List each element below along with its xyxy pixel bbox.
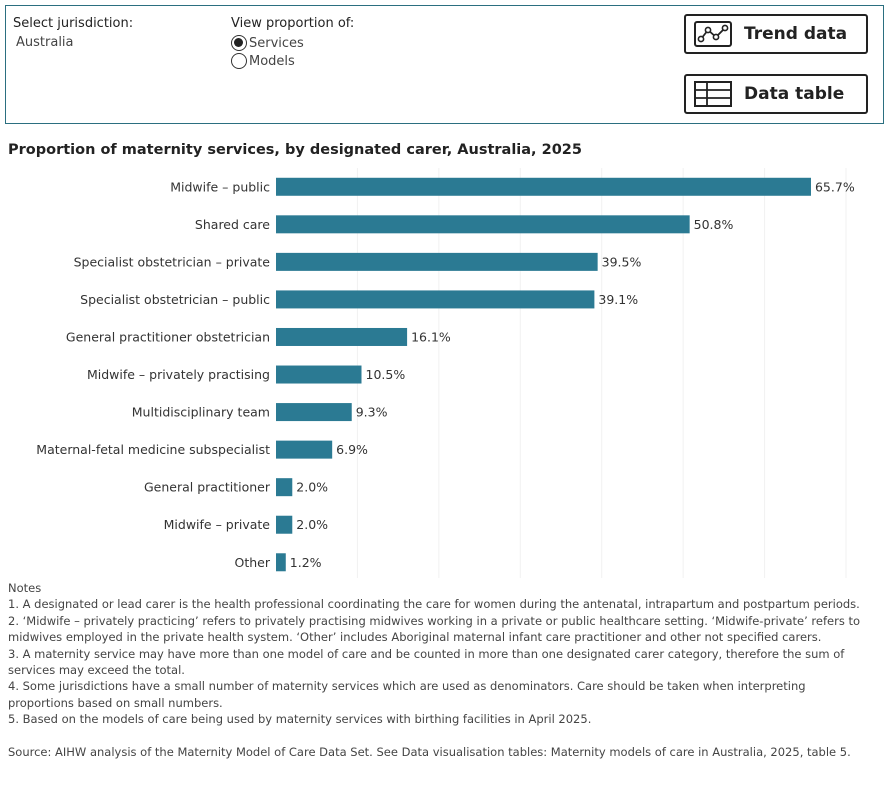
note-4: 4. Some jurisdictions have a small numbe… xyxy=(8,679,806,710)
category-label: Specialist obstetrician – private xyxy=(74,254,271,269)
bar[interactable] xyxy=(276,365,362,384)
value-label: 16.1% xyxy=(411,329,451,344)
bar[interactable] xyxy=(276,553,286,572)
value-label: 65.7% xyxy=(815,179,855,194)
category-label: Maternal-fetal medicine subspecialist xyxy=(36,442,270,457)
radio-services-label: Services xyxy=(249,35,304,51)
line-chart-icon xyxy=(694,21,732,47)
value-label: 2.0% xyxy=(296,480,328,495)
bar[interactable] xyxy=(276,440,333,459)
bar[interactable] xyxy=(276,403,352,422)
bar[interactable] xyxy=(276,290,595,309)
view-proportion-label: View proportion of: xyxy=(231,16,355,31)
radio-models-label: Models xyxy=(249,53,295,69)
notes-section: Notes 1. A designated or lead carer is t… xyxy=(8,580,868,728)
category-label: Midwife – privately practising xyxy=(87,367,270,382)
bar-chart: Midwife – public 65.7% Shared care 50.8% Spe… xyxy=(36,168,855,578)
jurisdiction-select[interactable]: Australia xyxy=(16,35,74,50)
bar[interactable] xyxy=(276,478,293,497)
category-label: Multidisciplinary team xyxy=(132,405,270,420)
value-label: 39.5% xyxy=(602,254,642,269)
value-label: 9.3% xyxy=(356,405,388,420)
bar[interactable] xyxy=(276,215,690,234)
value-label: 10.5% xyxy=(366,367,406,382)
radio-services-button[interactable] xyxy=(231,35,247,51)
value-label: 1.2% xyxy=(290,555,322,570)
chart-title: Proportion of maternity services, by des… xyxy=(8,142,582,158)
bar[interactable] xyxy=(276,515,293,534)
category-label: Midwife – private xyxy=(164,517,271,532)
value-label: 2.0% xyxy=(296,517,328,532)
category-label: Shared care xyxy=(195,217,270,232)
table-icon xyxy=(694,81,732,107)
jurisdiction-label: Select jurisdiction: xyxy=(13,16,134,31)
bar[interactable] xyxy=(276,177,811,196)
category-label: Other xyxy=(235,555,271,570)
radio-services[interactable]: Services xyxy=(231,34,304,52)
radio-models-button[interactable] xyxy=(231,53,247,69)
value-label: 50.8% xyxy=(694,217,734,232)
note-2: 2. ‘Midwife – privately practicing’ refe… xyxy=(8,613,861,645)
value-label: 6.9% xyxy=(336,442,368,457)
trend-data-label: Trend data xyxy=(744,24,848,44)
radio-models[interactable]: Models xyxy=(231,52,295,70)
category-label: General practitioner xyxy=(144,480,271,495)
value-label: 39.1% xyxy=(598,292,638,307)
filter-panel: Select jurisdiction: Australia View prop… xyxy=(5,5,884,124)
note-1: 1. A designated or lead carer is the hea… xyxy=(8,597,860,612)
source-note: Source: AIHW analysis of the Maternity M… xyxy=(8,745,851,759)
data-table-label: Data table xyxy=(744,84,845,104)
trend-data-button[interactable]: Trend data xyxy=(684,14,868,54)
note-3: 3. A maternity service may have more tha… xyxy=(8,646,845,678)
notes-heading: Notes xyxy=(8,581,42,595)
category-label: General practitioner obstetrician xyxy=(66,329,270,344)
data-table-button[interactable]: Data table xyxy=(684,74,868,114)
bar[interactable] xyxy=(276,327,408,346)
category-label: Midwife – public xyxy=(170,179,270,194)
bar[interactable] xyxy=(276,252,598,271)
note-5: 5. Based on the models of care being use… xyxy=(8,712,592,727)
category-label: Specialist obstetrician – public xyxy=(80,292,270,307)
